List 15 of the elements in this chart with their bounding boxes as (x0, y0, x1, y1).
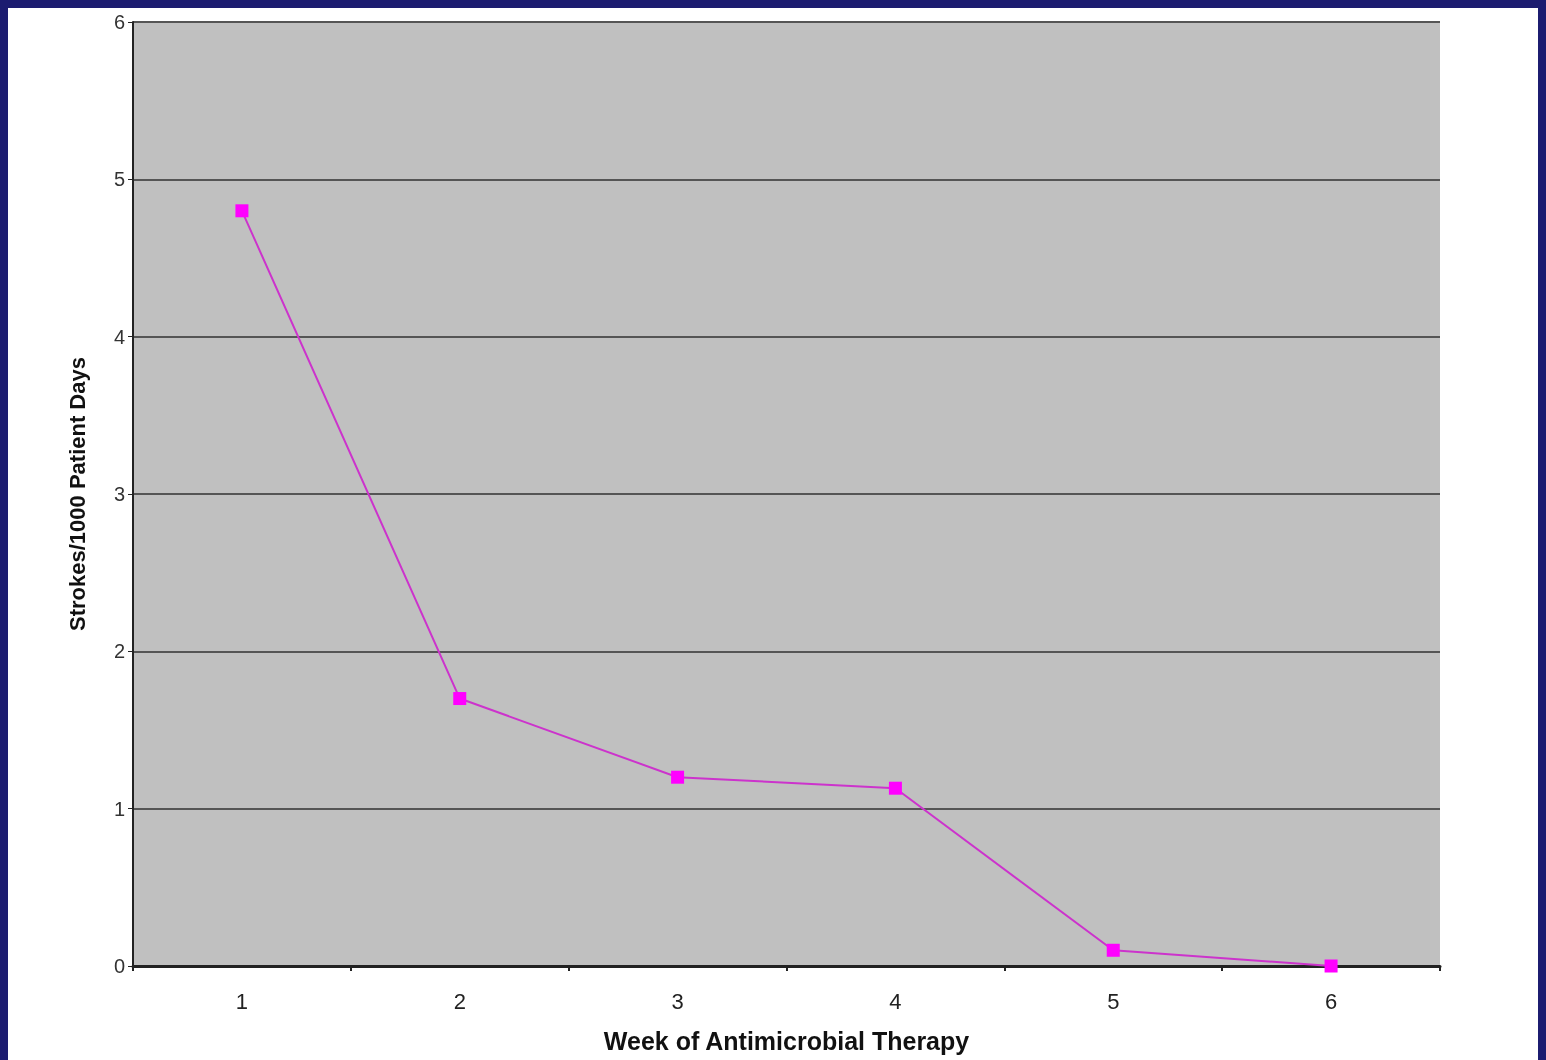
y-tick-label: 6 (113, 11, 125, 33)
y-axis-title: Strokes/1000 Patient Days (64, 357, 90, 631)
y-tick-label: 5 (113, 168, 125, 191)
y-tick-label: 4 (113, 325, 125, 348)
x-axis-title: Week of Antimicrobial Therapy (603, 1026, 970, 1055)
x-tick-label: 1 (235, 988, 249, 1014)
y-tick-label: 1 (113, 797, 125, 820)
y-tick-label: 3 (113, 483, 125, 505)
x-tick-label: 6 (1324, 988, 1338, 1014)
x-tick-label: 5 (1107, 988, 1120, 1014)
x-tick-label: 4 (889, 988, 902, 1014)
y-tick-label: 0 (113, 955, 125, 977)
x-tick-label: 3 (671, 988, 684, 1014)
y-tick-label: 2 (113, 640, 125, 663)
x-tick-label: 2 (453, 988, 466, 1014)
